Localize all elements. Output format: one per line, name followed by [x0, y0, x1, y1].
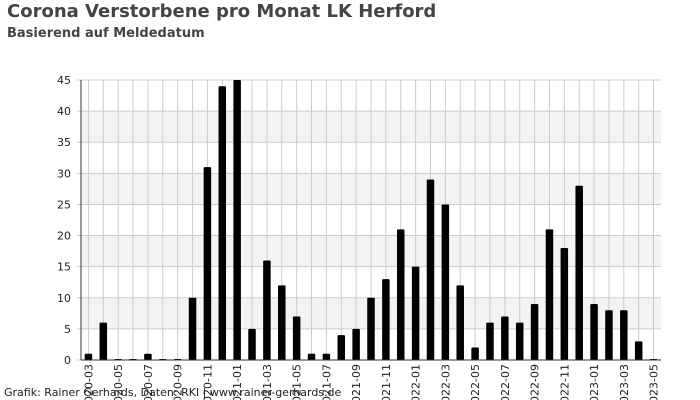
y-tick-labels: 0 5 10 15 20 25 30 35 40 45 [57, 74, 71, 367]
bar [337, 335, 346, 360]
y-tick-label: 45 [57, 74, 71, 87]
x-tick-label: 2021-03 [261, 364, 274, 400]
bar [84, 353, 93, 360]
x-tick-label: 2021-07 [320, 364, 333, 400]
x-tick-label: 2021-05 [291, 364, 304, 400]
x-tick-label: 2020-05 [112, 364, 125, 400]
bars [84, 80, 658, 360]
y-tick-label: 15 [57, 261, 71, 274]
bar [501, 316, 509, 360]
bar [278, 285, 286, 360]
bar [575, 185, 583, 360]
y-tick-label: 30 [57, 167, 71, 180]
x-tick-label: 2022-03 [439, 364, 452, 400]
x-tick-label: 2020-11 [201, 364, 214, 400]
bar [248, 328, 256, 360]
y-tick-label: 5 [64, 323, 71, 336]
y-tick-label: 35 [57, 136, 71, 149]
bar [396, 229, 405, 360]
x-tick-label: 2022-09 [529, 364, 542, 400]
y-tick-label: 0 [64, 354, 71, 367]
bar [233, 80, 241, 360]
bar [560, 248, 569, 360]
bar [367, 297, 375, 360]
bar [411, 266, 420, 360]
x-tick-label: 2022-11 [558, 364, 571, 400]
y-tick-label: 10 [57, 292, 71, 305]
bar [634, 341, 643, 360]
bar [441, 204, 450, 360]
bar [218, 86, 227, 360]
x-tick-label: 2020-03 [82, 364, 95, 400]
y-tick-label: 40 [57, 105, 71, 118]
y-tick-label: 20 [57, 230, 71, 243]
bar [530, 304, 539, 360]
bar [203, 167, 212, 360]
source-credit: Grafik: Rainer Gerhards, Daten: RKI | ww… [4, 386, 342, 399]
bar [382, 279, 390, 360]
bar [322, 353, 331, 360]
y-tick-label: 25 [57, 198, 71, 211]
bar [188, 297, 197, 360]
axes [80, 80, 661, 361]
bar [99, 322, 108, 360]
x-tick-label: 2022-01 [410, 364, 423, 400]
bar [515, 322, 524, 360]
bar [605, 310, 613, 360]
x-tick-label: 2022-07 [499, 364, 512, 400]
bar [471, 347, 479, 360]
chart-title: Corona Verstorbene pro Monat LK Herford [7, 1, 437, 22]
x-tick-label: 2022-05 [469, 364, 482, 400]
x-tick-label: 2023-05 [648, 364, 661, 400]
x-tick-labels: 2020-03 2020-05 2020-07 2020-09 2020-11 2021-… [82, 364, 660, 400]
bar [620, 310, 628, 360]
chart-subtitle: Basierend auf Meldedatum [7, 26, 205, 41]
bar [292, 316, 301, 360]
bar [263, 260, 271, 360]
bar [426, 179, 435, 360]
bar [456, 285, 464, 360]
x-tick-label: 2020-09 [172, 364, 185, 400]
bar [352, 328, 360, 360]
bar [486, 322, 494, 360]
bar [307, 353, 316, 360]
bar [590, 304, 598, 360]
x-tick-label: 2023-03 [618, 364, 631, 400]
bar [144, 353, 152, 360]
x-tick-label: 2021-09 [350, 364, 363, 400]
x-tick-label: 2021-01 [231, 364, 244, 400]
x-tick-label: 2021-11 [380, 364, 393, 400]
x-tick-label: 2020-07 [142, 364, 155, 400]
x-tick-label: 2023-01 [588, 364, 601, 400]
bar [545, 229, 554, 360]
